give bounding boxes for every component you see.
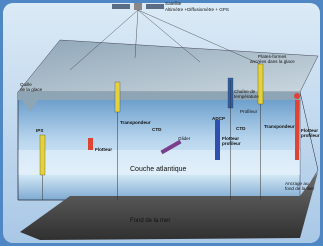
label: Fond de la mer	[130, 218, 170, 224]
label: fond de la mer	[285, 186, 315, 191]
water-column	[18, 92, 300, 200]
label: Transpondeur	[264, 124, 295, 129]
label: profileur	[301, 133, 320, 138]
label: Altimètre +Diffusiomètre + GPS	[165, 7, 229, 12]
label: profileur	[222, 141, 241, 146]
diagram: Satellite Altimètre +Diffusiomètre + GPS…	[0, 0, 323, 246]
label: Profileur	[240, 109, 258, 114]
label: IPS	[36, 128, 43, 133]
label: CTD	[152, 127, 162, 132]
label: Satellite	[165, 1, 182, 6]
label: Transpondeur	[120, 120, 151, 125]
label: Flotteur	[95, 147, 112, 152]
label: ancrées dans la glace	[250, 59, 295, 64]
label: CTD	[236, 126, 246, 131]
label: ADCP	[212, 116, 225, 121]
label: de la glace	[20, 87, 43, 92]
label: température	[234, 94, 259, 99]
label: Couche atlantique	[130, 166, 187, 173]
label: Glider	[178, 136, 191, 141]
